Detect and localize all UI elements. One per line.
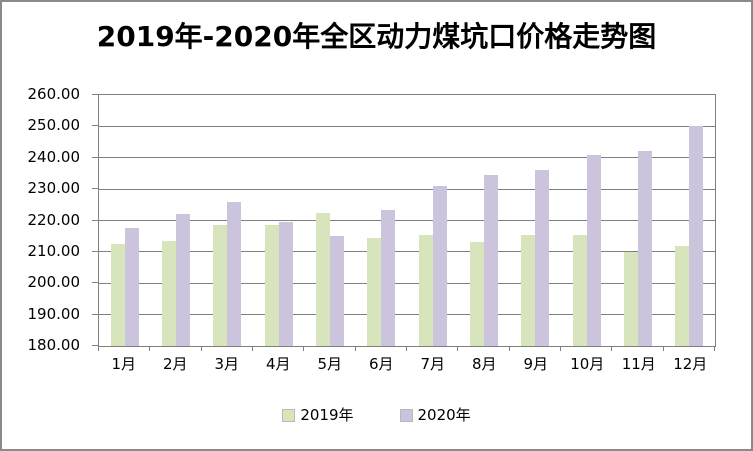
- x-tick-mark: [200, 346, 202, 351]
- x-tick-label: 6月: [368, 355, 394, 373]
- bar-2019年-7月: [418, 234, 433, 346]
- y-tick-mark: [92, 125, 98, 127]
- bar-2019年-12月: [675, 245, 690, 346]
- x-tick-label: 7月: [420, 355, 446, 373]
- legend-item-2020年: 2020年: [399, 405, 471, 424]
- bar-2020年-9月: [535, 170, 550, 346]
- category-12月: [664, 95, 715, 346]
- x-tick-label: 12月: [673, 355, 708, 373]
- y-tick-mark: [92, 282, 98, 284]
- category-2月: [150, 95, 201, 346]
- bar-2020年-11月: [637, 151, 652, 346]
- bar-2020年-4月: [278, 222, 293, 346]
- bar-2019年-3月: [213, 225, 228, 346]
- gridline: [99, 282, 715, 284]
- category-1月: [99, 95, 150, 346]
- category-6月: [356, 95, 407, 346]
- bar-2020年-6月: [381, 209, 396, 346]
- y-tick-mark: [92, 313, 98, 315]
- bar-2019年-10月: [572, 234, 587, 346]
- y-tick-mark: [92, 156, 98, 158]
- x-tick-mark: [560, 346, 561, 351]
- bar-2020年-8月: [483, 175, 498, 346]
- plot-area: [98, 94, 716, 347]
- bar-2019年-1月: [110, 244, 125, 346]
- y-tick-mark: [92, 345, 98, 346]
- bar-2019年-11月: [623, 251, 638, 346]
- y-tick-label: 240.00: [27, 147, 81, 166]
- category-8月: [458, 95, 509, 346]
- legend: 2019年 2020年: [2, 403, 751, 427]
- x-tick-label: 3月: [214, 355, 240, 373]
- y-tick-label: 220.00: [27, 210, 81, 229]
- y-tick-mark: [92, 94, 98, 95]
- y-tick-label: 250.00: [27, 116, 81, 135]
- x-tick-label: 11月: [621, 355, 656, 373]
- x-tick-mark: [252, 346, 253, 351]
- x-tick-mark: [611, 346, 613, 351]
- y-tick-label: 180.00: [27, 336, 81, 354]
- x-tick-mark: [662, 346, 664, 351]
- x-tick-mark: [303, 346, 305, 351]
- bar-2019年-5月: [315, 212, 330, 346]
- x-tick-mark: [714, 346, 715, 351]
- x-tick-mark: [457, 346, 459, 351]
- bar-2019年-2月: [161, 240, 176, 346]
- x-tick-mark: [508, 346, 510, 351]
- x-axis-labels: 1月 2月 3月 4月 5月 6月 7月 8月 9月 10月 11月 12月: [98, 353, 716, 375]
- category-11月: [612, 95, 663, 346]
- bar-2020年-2月: [175, 214, 190, 346]
- chart-title: 2019年-2020年全区动力煤坑口价格走势图: [96, 20, 657, 53]
- gridline: [99, 188, 715, 190]
- legend-key-swatch: [282, 408, 296, 422]
- x-tick-label: 10月: [570, 355, 605, 373]
- category-7月: [407, 95, 458, 346]
- category-4月: [253, 95, 304, 346]
- y-tick-label: 260.00: [27, 85, 81, 103]
- y-tick-mark: [92, 219, 98, 221]
- legend-key-swatch: [399, 408, 413, 422]
- bar-2019年-9月: [521, 234, 536, 346]
- bar-2020年-5月: [329, 236, 344, 346]
- x-tick-label: 1月: [111, 355, 137, 373]
- gridline: [99, 251, 715, 253]
- x-tick-mark: [354, 346, 356, 351]
- bar-2020年-3月: [227, 201, 242, 346]
- y-tick-mark: [92, 250, 98, 252]
- bar-2020年-1月: [124, 228, 139, 346]
- x-tick-mark: [406, 346, 407, 351]
- x-tick-label: 9月: [523, 355, 549, 373]
- y-tick-label: 190.00: [27, 304, 81, 323]
- category-5月: [304, 95, 355, 346]
- legend-item-2019年: 2019年: [282, 405, 354, 424]
- legend-label: 2019年: [300, 405, 354, 424]
- x-tick-label: 8月: [471, 355, 497, 373]
- x-tick-label: 2月: [162, 355, 188, 373]
- gridline: [99, 314, 715, 316]
- bar-2020年-12月: [689, 126, 704, 346]
- y-tick-label: 210.00: [27, 241, 81, 260]
- y-tick-label: 200.00: [27, 273, 81, 292]
- category-3月: [202, 95, 253, 346]
- category-9月: [510, 95, 561, 346]
- x-tick-label: 5月: [317, 355, 343, 373]
- bar-2019年-4月: [264, 225, 279, 346]
- y-tick-label: 230.00: [27, 179, 81, 198]
- bar-2019年-8月: [469, 242, 484, 346]
- legend-label: 2020年: [417, 405, 471, 424]
- x-tick-label: 4月: [265, 355, 291, 373]
- bar-2019年-6月: [367, 237, 382, 346]
- bar-2020年-7月: [432, 186, 447, 346]
- y-tick-mark: [92, 188, 98, 190]
- x-tick-mark: [98, 346, 99, 351]
- gridline: [99, 220, 715, 221]
- gridline: [99, 125, 715, 127]
- bar-2020年-10月: [586, 154, 601, 346]
- gridline: [99, 157, 715, 159]
- x-tick-mark: [149, 346, 151, 351]
- category-10月: [561, 95, 612, 346]
